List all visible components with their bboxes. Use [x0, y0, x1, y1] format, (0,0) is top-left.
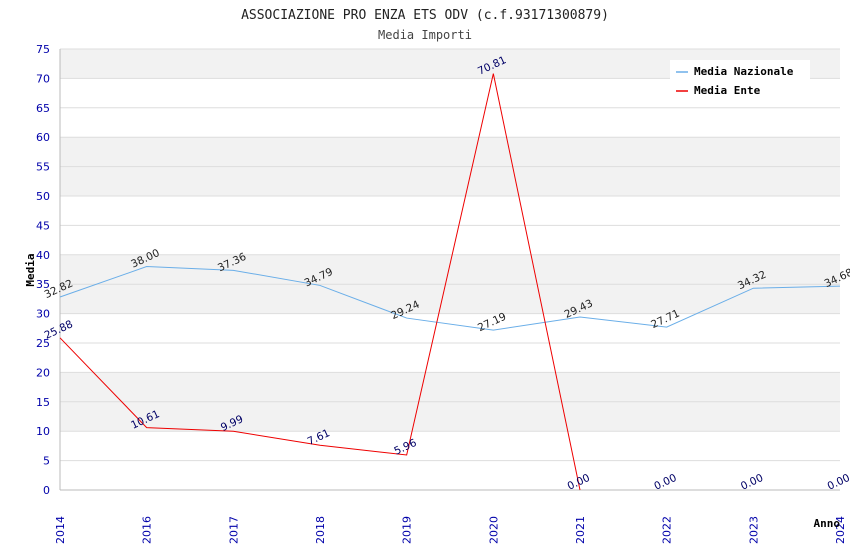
y-tick-label: 55	[36, 161, 50, 174]
grid-bands	[60, 49, 840, 490]
series-lines	[59, 73, 841, 491]
y-tick-labels: 0 5 10 15 20 25 30 35 40 45 50 55 60 65 70 75	[36, 43, 50, 497]
legend-label-media-ente: Media Ente	[694, 84, 761, 97]
legend-box	[670, 60, 810, 102]
y-tick-label: 0	[43, 484, 50, 497]
x-tick-labels: 2014 2016 2017 2018 2019 2020 2021 2022 2023 2024	[54, 516, 847, 544]
x-tick-label: 2019	[401, 516, 414, 544]
x-tick-label: 2018	[314, 516, 327, 544]
grid-band	[60, 166, 840, 196]
x-tick-label: 2016	[141, 516, 154, 544]
x-tick-label: 2023	[747, 516, 760, 544]
grid-lines	[60, 48, 840, 491]
y-axis-title: Media	[24, 253, 37, 286]
chart-subtitle: Media Importi	[378, 28, 472, 42]
y-tick-label: 15	[36, 396, 50, 409]
x-tick-label: 2020	[487, 516, 500, 544]
x-tick-label: 2021	[574, 516, 587, 544]
grid-band	[60, 254, 840, 285]
series-line-media-ente	[59, 73, 581, 491]
y-tick-label: 35	[36, 278, 50, 291]
grid-band	[60, 401, 840, 432]
chart-title: ASSOCIAZIONE PRO ENZA ETS ODV (c.f.93171…	[241, 8, 609, 23]
y-tick-label: 5	[43, 455, 50, 468]
grid-band	[60, 196, 840, 226]
grid-band	[60, 460, 840, 490]
x-tick-label: 2014	[54, 516, 67, 544]
x-tick-label: 2024	[834, 516, 847, 544]
y-tick-label: 30	[36, 308, 50, 321]
legend: Media Nazionale Media Ente	[670, 60, 810, 102]
y-tick-label: 70	[36, 72, 50, 85]
x-tick-label: 2017	[227, 516, 240, 544]
y-tick-label: 10	[36, 425, 50, 438]
y-tick-label: 40	[36, 249, 50, 262]
grid-band	[60, 137, 840, 167]
grid-band	[60, 372, 840, 402]
y-tick-label: 50	[36, 190, 50, 203]
grid-band	[60, 343, 840, 373]
x-tick-label: 2022	[661, 516, 674, 544]
grid-band	[60, 313, 840, 343]
grid-band	[60, 431, 840, 461]
series-line-media-nazionale	[59, 266, 841, 331]
y-tick-label: 20	[36, 366, 50, 379]
grid-band	[60, 225, 840, 255]
y-tick-label: 25	[36, 337, 50, 350]
x-axis-title: Anno	[814, 517, 841, 530]
y-tick-label: 65	[36, 102, 50, 115]
y-tick-label: 75	[36, 43, 50, 56]
y-tick-label: 60	[36, 131, 50, 144]
grid-band	[60, 107, 840, 138]
grid-band	[60, 284, 840, 314]
legend-label-media-nazionale: Media Nazionale	[694, 65, 794, 78]
y-tick-label: 45	[36, 219, 50, 232]
